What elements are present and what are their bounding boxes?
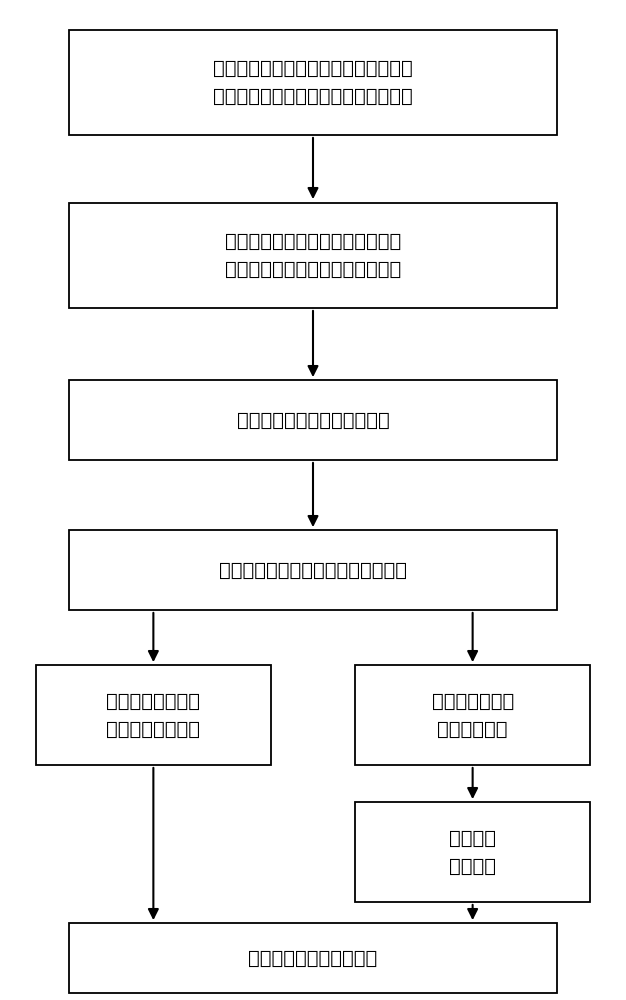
Text: 超快速机械开关触
头继续运动至终点: 超快速机械开关触 头继续运动至终点 [106, 692, 200, 738]
Text: 超快速机械开关操作机构动作: 超快速机械开关操作机构动作 [237, 410, 389, 430]
Text: 超导材料失超，阻抗急剧上升，同
时给超快速机械开关发出开断指令: 超导材料失超，阻抗急剧上升，同 时给超快速机械开关发出开断指令 [225, 232, 401, 278]
Text: 超快速机械开关触头分离，产生电弧: 超快速机械开关触头分离，产生电弧 [219, 560, 407, 580]
Bar [356, 665, 590, 765]
Bar [69, 380, 557, 460]
Text: 电流转换
到避雷器: 电流转换 到避雷器 [449, 828, 496, 876]
Bar [36, 665, 270, 765]
Bar [69, 530, 557, 610]
Bar [69, 923, 557, 993]
Bar [69, 29, 557, 134]
Text: 电流达到超导故障电流限制器的临界电
流值和电流上升陡度达到相应的设定值: 电流达到超导故障电流限制器的临界电 流值和电流上升陡度达到相应的设定值 [213, 58, 413, 105]
Text: 电力电子开关开
断，电弧熄灭: 电力电子开关开 断，电弧熄灭 [431, 692, 514, 738]
Bar [356, 802, 590, 902]
Text: 高压直流断路器最终开断: 高压直流断路器最终开断 [249, 948, 377, 968]
Bar [69, 202, 557, 308]
